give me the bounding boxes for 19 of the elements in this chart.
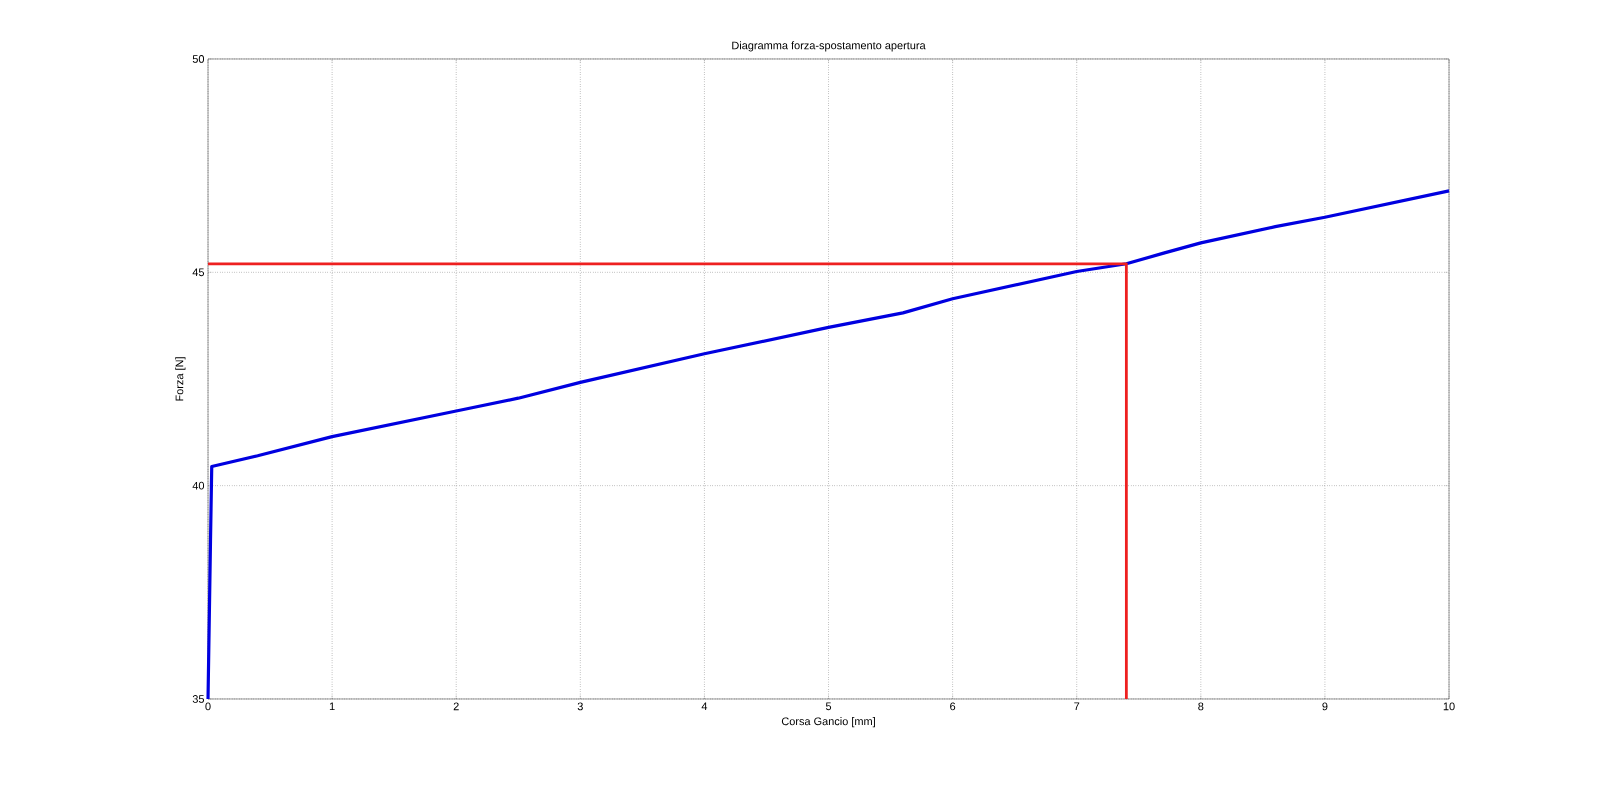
x-tick-label: 8 bbox=[1198, 702, 1204, 711]
x-tick-label: 1 bbox=[329, 702, 335, 711]
x-tick-label: 10 bbox=[1443, 702, 1455, 711]
x-tick-label: 7 bbox=[1074, 702, 1080, 711]
x-tick-label: 3 bbox=[577, 702, 583, 711]
y-tick-label: 40 bbox=[192, 481, 205, 490]
x-tick-label: 2 bbox=[453, 702, 459, 711]
chart-title: Diagramma forza-spostamento apertura bbox=[732, 41, 926, 52]
x-tick-label: 9 bbox=[1322, 702, 1328, 711]
line-series bbox=[206, 189, 1451, 701]
y-tick-label: 50 bbox=[192, 55, 205, 63]
x-tick-label: 0 bbox=[205, 702, 211, 711]
y-tick-label: 45 bbox=[192, 268, 205, 277]
x-tick-label: 6 bbox=[950, 702, 956, 711]
y-axis-title: Forza [N] bbox=[175, 357, 186, 401]
y-tick-label: 35 bbox=[192, 695, 205, 703]
x-axis-title: Corsa Gancio [mm] bbox=[781, 717, 875, 728]
x-tick-label: 4 bbox=[701, 702, 708, 711]
x-tick-label: 5 bbox=[825, 702, 832, 711]
